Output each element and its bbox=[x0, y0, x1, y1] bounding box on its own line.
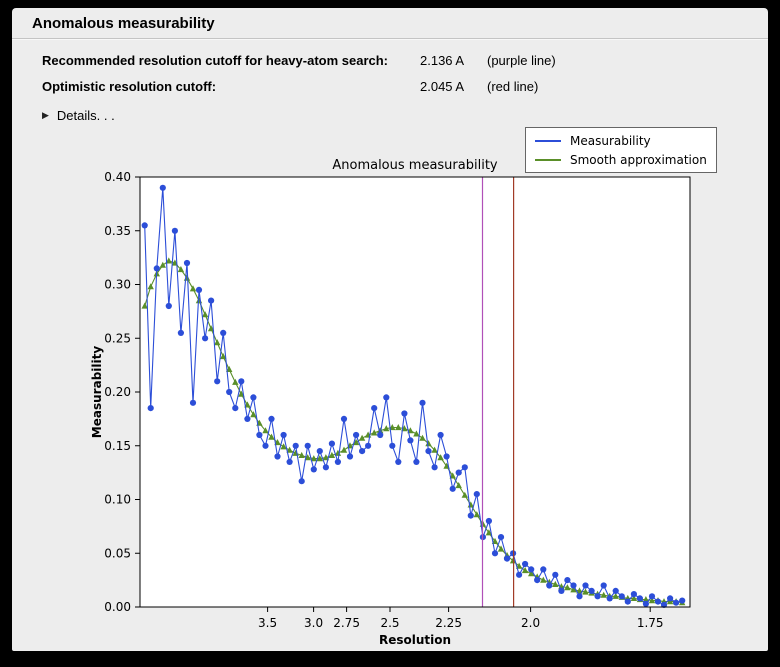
details-label: Details. . . bbox=[56, 108, 115, 123]
svg-text:Anomalous measurability: Anomalous measurability bbox=[332, 158, 498, 173]
details-disclosure[interactable]: ▶ Details. . . bbox=[42, 108, 162, 123]
svg-text:3.5: 3.5 bbox=[258, 616, 277, 630]
svg-text:Measurability: Measurability bbox=[90, 346, 104, 439]
svg-text:2.0: 2.0 bbox=[521, 616, 540, 630]
chart-area: 0.00 0.05 0.10 0.15 0.20 0.25 0.30 0.35 0.40 3.5 3… bbox=[88, 127, 768, 649]
svg-text:0.20: 0.20 bbox=[104, 385, 131, 399]
chart-legend: Measurability Smooth approximation bbox=[525, 127, 717, 173]
heavy-atom-cutoff-label: Recommended resolution cutoff for heavy-… bbox=[42, 53, 389, 68]
svg-text:0.25: 0.25 bbox=[104, 331, 131, 345]
svg-text:0.40: 0.40 bbox=[104, 170, 131, 184]
legend-label-smooth: Smooth approximation bbox=[570, 152, 707, 167]
optimistic-cutoff-row: Optimistic resolution cutoff: 2.045 A (r… bbox=[42, 79, 768, 94]
page-title: Anomalous measurability bbox=[32, 15, 215, 32]
svg-text:2.25: 2.25 bbox=[435, 616, 462, 630]
chart-svg-container: 0.00 0.05 0.10 0.15 0.20 0.25 0.30 0.35 0.40 3.5 3… bbox=[88, 127, 768, 649]
disclosure-triangle-icon: ▶ bbox=[42, 110, 49, 120]
optimistic-cutoff-note: (red line) bbox=[487, 79, 539, 94]
heavy-atom-cutoff-note: (purple line) bbox=[487, 53, 556, 68]
svg-text:1.75: 1.75 bbox=[637, 616, 664, 630]
anomalous-measurability-panel: Anomalous measurability Recommended reso… bbox=[12, 8, 768, 651]
legend-entry-measurability: Measurability bbox=[535, 131, 707, 150]
optimistic-cutoff-value: 2.045 A bbox=[420, 79, 465, 94]
legend-label-measurability: Measurability bbox=[570, 133, 651, 148]
optimistic-cutoff-label: Optimistic resolution cutoff: bbox=[42, 79, 217, 94]
svg-text:Resolution: Resolution bbox=[379, 633, 451, 647]
title-separator bbox=[12, 38, 768, 40]
heavy-atom-cutoff-value: 2.136 A bbox=[420, 53, 465, 68]
legend-entry-smooth: Smooth approximation bbox=[535, 150, 707, 169]
svg-text:2.75: 2.75 bbox=[333, 616, 360, 630]
svg-text:0.05: 0.05 bbox=[104, 546, 131, 560]
svg-text:0.10: 0.10 bbox=[104, 493, 131, 507]
heavy-atom-cutoff-row: Recommended resolution cutoff for heavy-… bbox=[42, 53, 768, 68]
svg-text:0.00: 0.00 bbox=[104, 600, 131, 614]
svg-text:3.0: 3.0 bbox=[304, 616, 323, 630]
legend-line-smooth-icon bbox=[535, 158, 561, 161]
legend-line-measurability-icon bbox=[535, 139, 561, 142]
cutoff-info-section: Recommended resolution cutoff for heavy-… bbox=[42, 53, 768, 94]
svg-text:0.30: 0.30 bbox=[104, 278, 131, 292]
svg-text:0.35: 0.35 bbox=[104, 224, 131, 238]
chart-svg: 0.00 0.05 0.10 0.15 0.20 0.25 0.30 0.35 0.40 3.5 3… bbox=[90, 158, 691, 647]
svg-text:2.5: 2.5 bbox=[380, 616, 399, 630]
svg-text:0.15: 0.15 bbox=[104, 439, 131, 453]
